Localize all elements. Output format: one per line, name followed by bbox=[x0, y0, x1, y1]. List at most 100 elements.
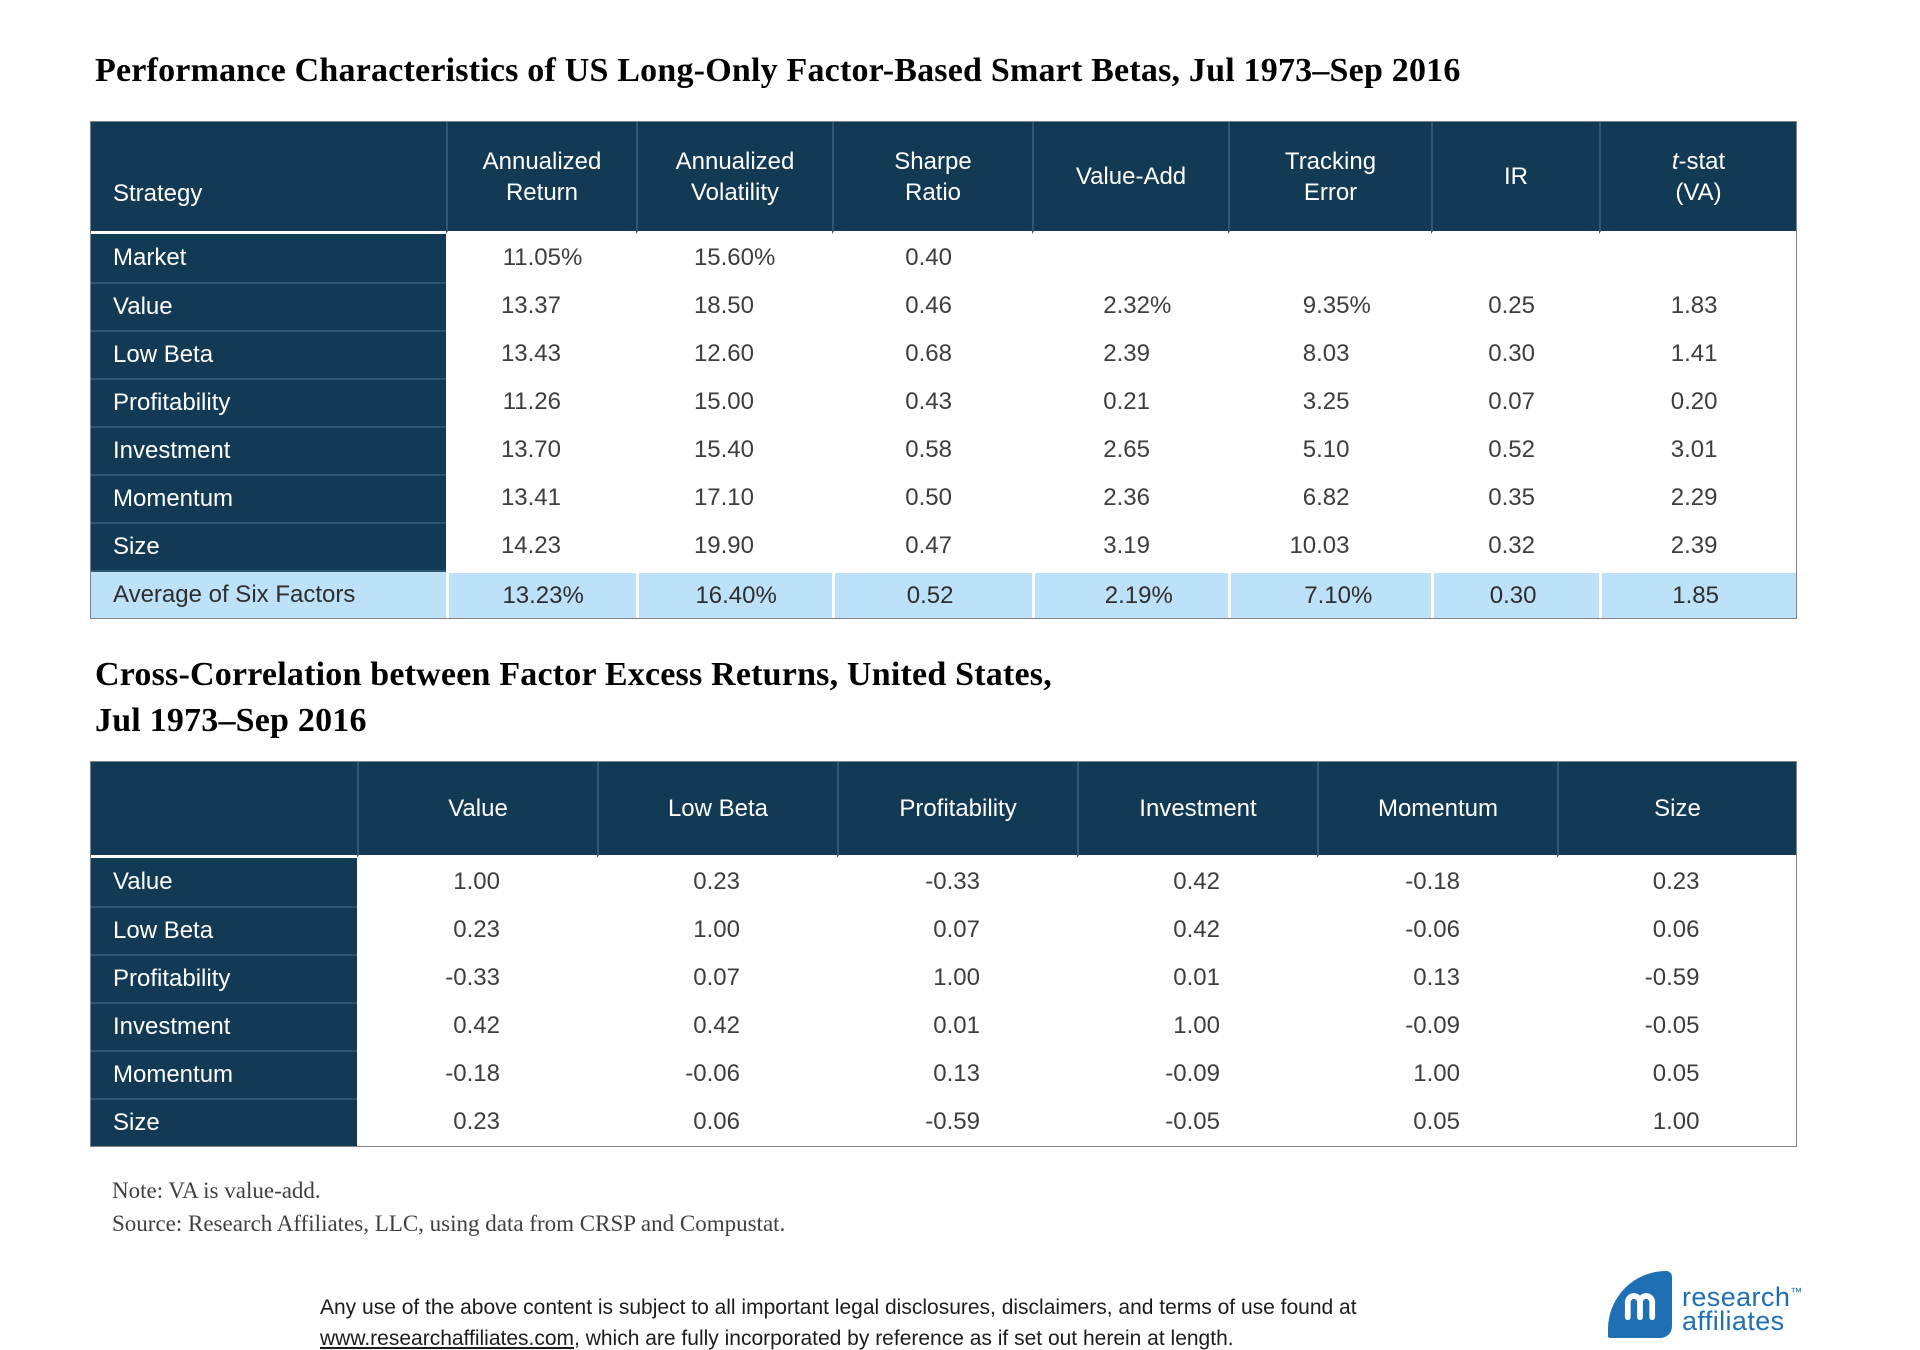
data-cell: -0.18 bbox=[357, 1050, 597, 1098]
data-cell: 15.00 bbox=[636, 378, 832, 426]
row-label: Profitability bbox=[91, 378, 446, 426]
data-cell: 1.00 bbox=[837, 954, 1077, 1002]
data-cell: 3.25 bbox=[1228, 378, 1431, 426]
table-row: Value 1.00 0.23 -0.33 0.42 -0.18 0.23 bbox=[91, 858, 1796, 906]
source-text: Source: Research Affiliates, LLC, using … bbox=[112, 1211, 786, 1236]
data-cell: -0.33 bbox=[357, 954, 597, 1002]
data-cell: 0.42 bbox=[1077, 858, 1317, 906]
data-cell bbox=[1599, 234, 1796, 282]
column-header: Momentum bbox=[1317, 762, 1557, 858]
data-cell: 11.05% bbox=[446, 234, 636, 282]
data-cell: 0.42 bbox=[1077, 906, 1317, 954]
data-cell: 0.58 bbox=[832, 426, 1032, 474]
column-header: Sharpe Ratio bbox=[832, 122, 1032, 234]
column-header: Investment bbox=[1077, 762, 1317, 858]
data-cell: 0.05 bbox=[1317, 1098, 1557, 1146]
data-cell: 0.35 bbox=[1431, 474, 1599, 522]
data-cell: 6.82 bbox=[1228, 474, 1431, 522]
correlation-title-line2: Jul 1973–Sep 2016 bbox=[95, 702, 367, 739]
table-row: Investment 0.42 0.42 0.01 1.00 -0.09 -0.05 bbox=[91, 1002, 1796, 1050]
ra-logo-text: research™ affiliates bbox=[1682, 1271, 1802, 1336]
performance-table: Strategy Annualized Return Annualized Volati… bbox=[90, 121, 1797, 619]
data-cell: -0.18 bbox=[1317, 858, 1557, 906]
data-cell: 9.35% bbox=[1228, 282, 1431, 330]
column-header: Annualized Return bbox=[446, 122, 636, 234]
data-cell: -0.09 bbox=[1077, 1050, 1317, 1098]
row-label: Market bbox=[91, 234, 446, 282]
data-cell: 0.30 bbox=[1431, 570, 1599, 618]
data-cell: -0.05 bbox=[1077, 1098, 1317, 1146]
data-cell: 2.36 bbox=[1032, 474, 1228, 522]
table-row: Momentum -0.18 -0.06 0.13 -0.09 1.00 0.05 bbox=[91, 1050, 1796, 1098]
performance-header-row: Strategy Annualized Return Annualized Volati… bbox=[91, 122, 1796, 234]
column-header: t-stat (VA) bbox=[1599, 122, 1796, 234]
correlation-table-title: Cross-Correlation between Factor Excess … bbox=[95, 652, 1052, 744]
data-cell: 0.32 bbox=[1431, 522, 1599, 570]
data-cell: 13.70 bbox=[446, 426, 636, 474]
row-label: Value bbox=[91, 282, 446, 330]
data-cell: 1.00 bbox=[597, 906, 837, 954]
row-label: Size bbox=[91, 1098, 357, 1146]
correlation-title-line1: Cross-Correlation between Factor Excess … bbox=[95, 656, 1052, 693]
data-cell: 0.43 bbox=[832, 378, 1032, 426]
data-cell: 2.39 bbox=[1599, 522, 1796, 570]
performance-table-title: Performance Characteristics of US Long-O… bbox=[95, 52, 1461, 89]
data-cell: 1.00 bbox=[357, 858, 597, 906]
data-cell: 2.65 bbox=[1032, 426, 1228, 474]
table-row: Momentum 13.41 17.10 0.50 2.36 6.82 0.35 2.29 bbox=[91, 474, 1796, 522]
data-cell: 0.21 bbox=[1032, 378, 1228, 426]
data-cell: 0.13 bbox=[837, 1050, 1077, 1098]
column-header: Annualized Volatility bbox=[636, 122, 832, 234]
row-label: Momentum bbox=[91, 1050, 357, 1098]
average-row: Average of Six Factors 13.23% 16.40% 0.52 2.… bbox=[91, 570, 1796, 618]
table-row: Low Beta 13.43 12.60 0.68 2.39 8.03 0.30 1.41 bbox=[91, 330, 1796, 378]
note-text: Note: VA is value-add. bbox=[112, 1178, 321, 1203]
data-cell: 17.10 bbox=[636, 474, 832, 522]
data-cell: 0.42 bbox=[597, 1002, 837, 1050]
column-header: Value bbox=[357, 762, 597, 858]
data-cell: -0.05 bbox=[1557, 1002, 1796, 1050]
data-cell: 0.06 bbox=[597, 1098, 837, 1146]
data-cell: 18.50 bbox=[636, 282, 832, 330]
data-cell: 0.01 bbox=[1077, 954, 1317, 1002]
data-cell: 13.23% bbox=[446, 570, 636, 618]
column-header: Profitability bbox=[837, 762, 1077, 858]
row-label: Momentum bbox=[91, 474, 446, 522]
data-cell: 15.60% bbox=[636, 234, 832, 282]
data-cell bbox=[1032, 234, 1228, 282]
data-cell: 0.23 bbox=[597, 858, 837, 906]
data-cell: 3.19 bbox=[1032, 522, 1228, 570]
data-cell: 1.00 bbox=[1557, 1098, 1796, 1146]
data-cell: 1.41 bbox=[1599, 330, 1796, 378]
data-cell: 0.13 bbox=[1317, 954, 1557, 1002]
research-affiliates-link[interactable]: www.researchaffiliates.com bbox=[320, 1327, 575, 1350]
ra-monogram-icon bbox=[1624, 1292, 1656, 1320]
row-label: Value bbox=[91, 858, 357, 906]
table-row: Profitability -0.33 0.07 1.00 0.01 0.13 -0.59 bbox=[91, 954, 1796, 1002]
data-cell: 0.30 bbox=[1431, 330, 1599, 378]
column-header: Size bbox=[1557, 762, 1796, 858]
column-header: Tracking Error bbox=[1228, 122, 1431, 234]
data-cell bbox=[1431, 234, 1599, 282]
data-cell: 3.01 bbox=[1599, 426, 1796, 474]
data-cell: 0.47 bbox=[832, 522, 1032, 570]
data-cell: 8.03 bbox=[1228, 330, 1431, 378]
data-cell: 2.19% bbox=[1032, 570, 1228, 618]
logo-text-affiliates: affiliates bbox=[1682, 1306, 1785, 1336]
data-cell bbox=[1228, 234, 1431, 282]
data-cell: 0.52 bbox=[1431, 426, 1599, 474]
data-cell: 0.50 bbox=[832, 474, 1032, 522]
data-cell: 0.68 bbox=[832, 330, 1032, 378]
data-cell: 1.85 bbox=[1599, 570, 1796, 618]
table-row: Low Beta 0.23 1.00 0.07 0.42 -0.06 0.06 bbox=[91, 906, 1796, 954]
data-cell: 0.40 bbox=[832, 234, 1032, 282]
data-cell: 13.43 bbox=[446, 330, 636, 378]
data-cell: -0.59 bbox=[837, 1098, 1077, 1146]
data-cell: 0.42 bbox=[357, 1002, 597, 1050]
column-header: IR bbox=[1431, 122, 1599, 234]
data-cell: 7.10% bbox=[1228, 570, 1431, 618]
data-cell: 11.26 bbox=[446, 378, 636, 426]
table-row: Investment 13.70 15.40 0.58 2.65 5.10 0.52 3.01 bbox=[91, 426, 1796, 474]
data-cell: 5.10 bbox=[1228, 426, 1431, 474]
data-cell: 0.46 bbox=[832, 282, 1032, 330]
